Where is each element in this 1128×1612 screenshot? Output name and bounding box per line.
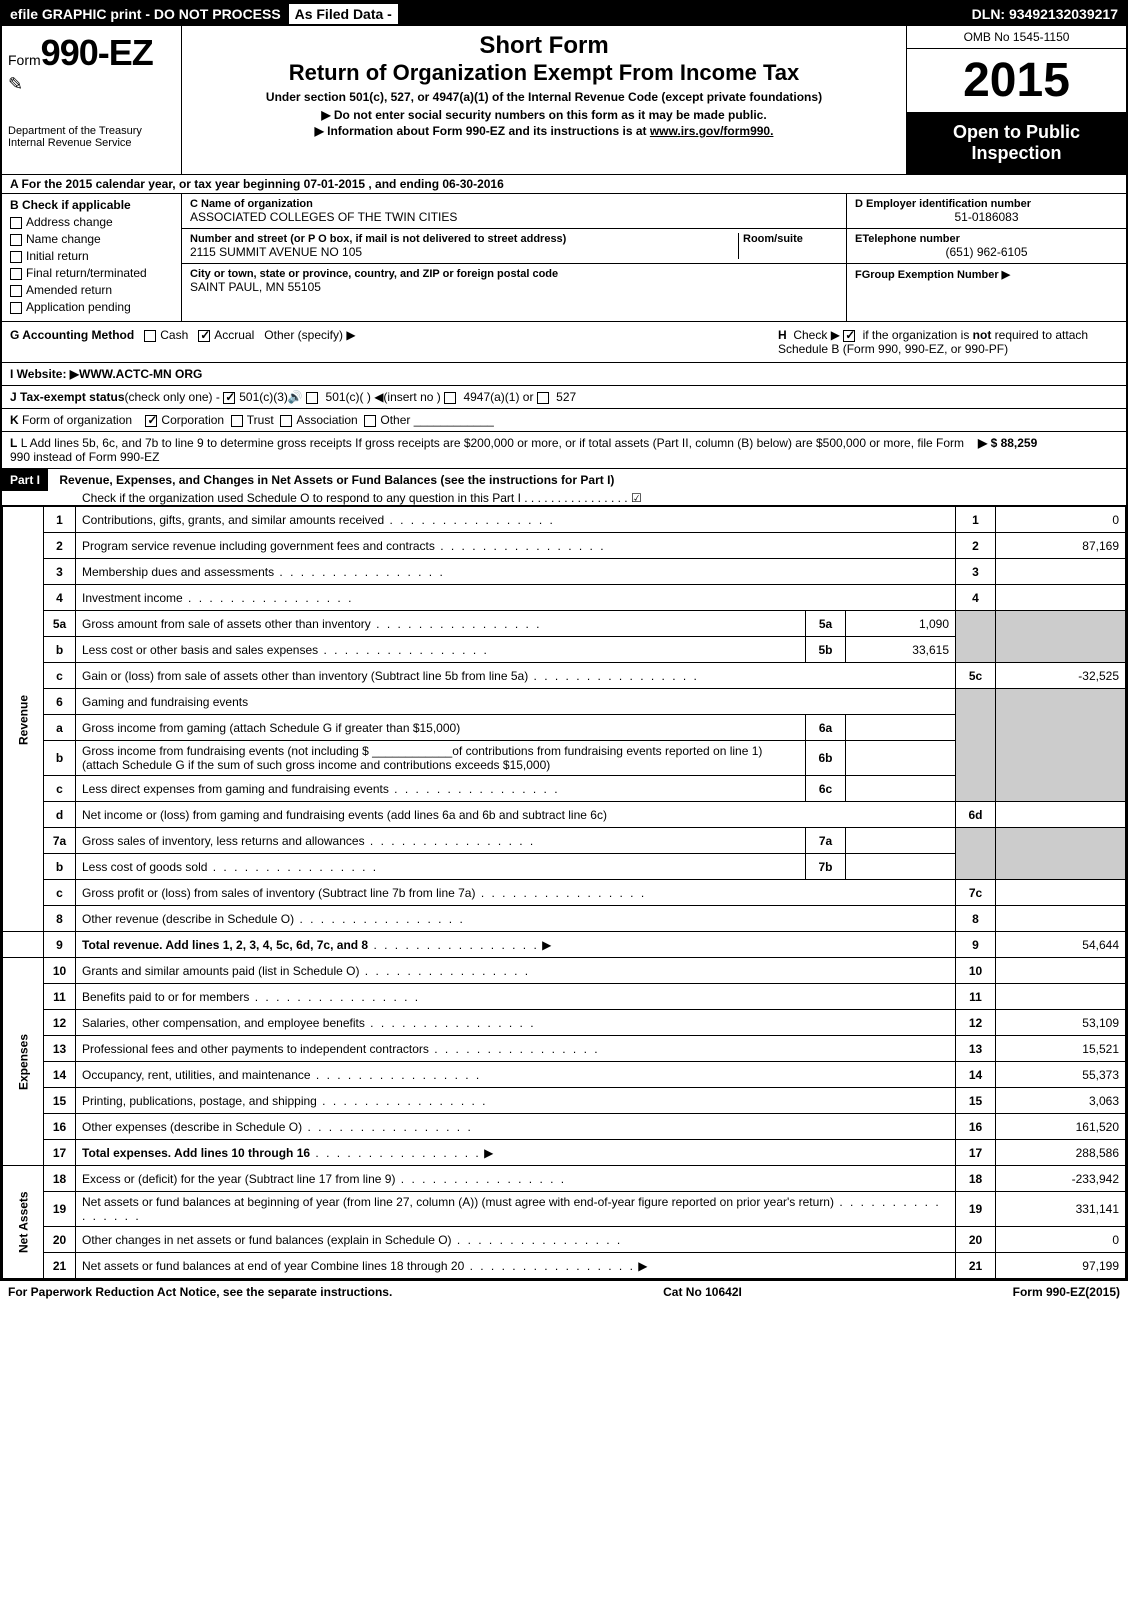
ein-value: 51-0186083 <box>855 210 1118 224</box>
asfiled-box: As Filed Data - <box>289 4 398 24</box>
under-section: Under section 501(c), 527, or 4947(a)(1)… <box>188 90 900 104</box>
form-label: Form <box>8 52 41 68</box>
chk-cash[interactable] <box>144 330 156 342</box>
omb-number: OMB No 1545-1150 <box>907 26 1126 49</box>
col-d: D Employer identification number 51-0186… <box>846 194 1126 321</box>
footer-left: For Paperwork Reduction Act Notice, see … <box>8 1285 392 1299</box>
g-label: G Accounting Method <box>10 328 134 342</box>
header-left: Form990-EZ ✎ Department of the Treasury … <box>2 26 182 174</box>
b-title: B Check if applicable <box>10 198 173 212</box>
tel-value: (651) 962-6105 <box>855 245 1118 259</box>
chk-h[interactable] <box>843 330 855 342</box>
l-amount: ▶ $ 88,259 <box>978 436 1118 464</box>
chk-corp[interactable] <box>145 415 157 427</box>
col-b: B Check if applicable Address change Nam… <box>2 194 182 321</box>
footer-right: Form 990-EZ(2015) <box>1013 1285 1120 1299</box>
top-bar: efile GRAPHIC print - DO NOT PROCESS As … <box>2 2 1126 26</box>
ein-lbl: D Employer identification number <box>855 198 1118 210</box>
chk-initial[interactable] <box>10 251 22 263</box>
instr1: ▶ Do not enter social security numbers o… <box>188 108 900 122</box>
org-street: 2115 SUMMIT AVENUE NO 105 <box>190 245 738 259</box>
chk-address[interactable] <box>10 217 22 229</box>
dln-label: DLN: 93492132039217 <box>972 6 1118 22</box>
irs-link[interactable]: www.irs.gov/form990. <box>650 124 774 138</box>
expenses-label: Expenses <box>3 958 44 1166</box>
revenue-label: Revenue <box>3 507 44 932</box>
lines-table: Revenue 1Contributions, gifts, grants, a… <box>2 506 1126 1279</box>
return-title: Return of Organization Exempt From Incom… <box>188 60 900 86</box>
col-c: C Name of organization ASSOCIATED COLLEG… <box>182 194 846 321</box>
chk-name[interactable] <box>10 234 22 246</box>
footer-mid: Cat No 10642I <box>663 1285 742 1299</box>
part1-header: Part I Revenue, Expenses, and Changes in… <box>2 469 1126 506</box>
chk-pending[interactable] <box>10 302 22 314</box>
line-i: I Website: ▶WWW.ACTC-MN ORG <box>2 363 1126 386</box>
header: Form990-EZ ✎ Department of the Treasury … <box>2 26 1126 175</box>
short-form-title: Short Form <box>188 32 900 60</box>
chk-amended[interactable] <box>10 285 22 297</box>
chk-accrual[interactable] <box>198 330 210 342</box>
header-right: OMB No 1545-1150 2015 Open to Public Ins… <box>906 26 1126 174</box>
chk-final[interactable] <box>10 268 22 280</box>
section-bc: B Check if applicable Address change Nam… <box>2 194 1126 322</box>
efile-label: efile GRAPHIC print - DO NOT PROCESS <box>10 6 281 22</box>
instr2: ▶ Information about Form 990-EZ and its … <box>188 124 900 138</box>
c-street-lbl: Number and street (or P O box, if mail i… <box>190 233 738 245</box>
grp-lbl: FGroup Exemption Number ▶ <box>855 268 1118 281</box>
line-gh: G Accounting Method Cash Accrual Other (… <box>2 322 1126 363</box>
line-j: J Tax-exempt status(check only one) - 50… <box>2 386 1126 409</box>
footer: For Paperwork Reduction Act Notice, see … <box>0 1281 1128 1303</box>
line-a: A For the 2015 calendar year, or tax yea… <box>2 175 1126 194</box>
header-mid: Short Form Return of Organization Exempt… <box>182 26 906 174</box>
form-number: 990-EZ <box>41 32 153 73</box>
line-l: L L Add lines 5b, 6c, and 7b to line 9 t… <box>2 432 1126 469</box>
c-name-lbl: C Name of organization <box>190 198 838 210</box>
form-page: efile GRAPHIC print - DO NOT PROCESS As … <box>0 0 1128 1281</box>
open-public: Open to Public Inspection <box>907 112 1126 174</box>
chk-501c3[interactable] <box>223 392 235 404</box>
netassets-label: Net Assets <box>3 1166 44 1279</box>
org-name: ASSOCIATED COLLEGES OF THE TWIN CITIES <box>190 210 838 224</box>
dept1: Department of the Treasury <box>8 125 175 137</box>
line-k: K Form of organization Corporation Trust… <box>2 409 1126 432</box>
org-city: SAINT PAUL, MN 55105 <box>190 280 838 294</box>
dept2: Internal Revenue Service <box>8 137 175 149</box>
tel-lbl: ETelephone number <box>855 233 1118 245</box>
c-city-lbl: City or town, state or province, country… <box>190 268 838 280</box>
tax-year: 2015 <box>907 49 1126 112</box>
room-lbl: Room/suite <box>743 233 838 245</box>
line-h: H Check ▶ if the organization is not req… <box>778 328 1118 356</box>
